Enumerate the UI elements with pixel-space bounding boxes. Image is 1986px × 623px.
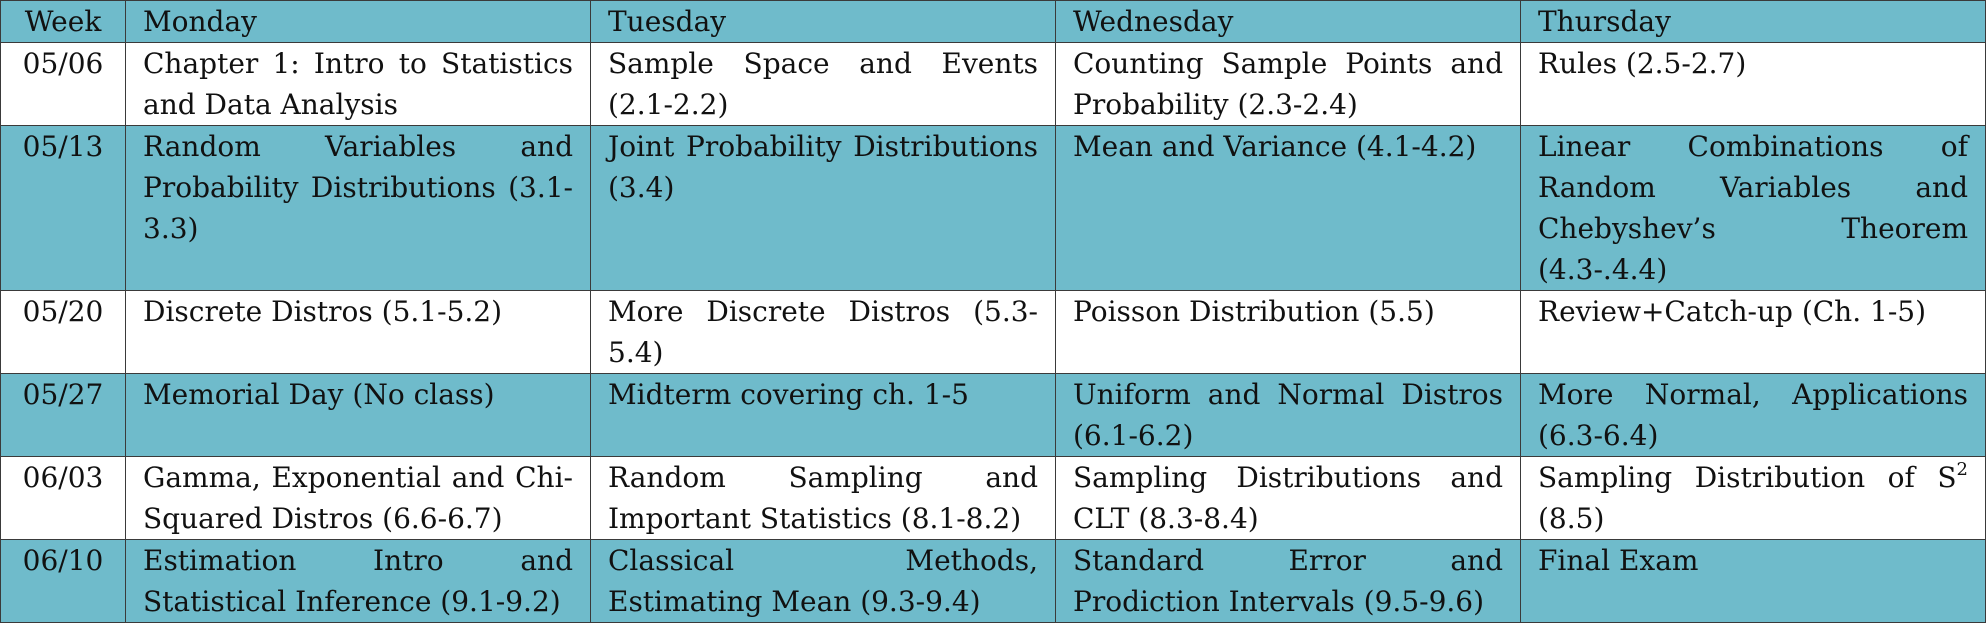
wednesday-cell: Poisson Distribution (5.5)	[1055, 290, 1521, 374]
superscript: 2	[1956, 459, 1968, 480]
header-monday: Monday	[125, 0, 591, 43]
monday-cell: Discrete Distros (5.1-5.2)	[125, 290, 591, 374]
tuesday-cell: Sample Space and Events (2.1-2.2)	[590, 42, 1056, 126]
tuesday-cell: Classical Methods, Estimating Mean (9.3-…	[590, 539, 1056, 623]
wednesday-cell: Uniform and Normal Distros (6.1-6.2)	[1055, 373, 1521, 457]
wednesday-cell: Mean and Variance (4.1-4.2)	[1055, 125, 1521, 291]
wednesday-cell: Standard Error and Prodiction Intervals …	[1055, 539, 1521, 623]
thursday-cell: Linear Combinations of Random Variables …	[1520, 125, 1986, 291]
thursday-text-prefix: Sampling Distribution of S	[1538, 461, 1957, 494]
header-week: Week	[0, 0, 126, 43]
monday-cell: Memorial Day (No class)	[125, 373, 591, 457]
wednesday-cell: Sampling Distributions and CLT (8.3-8.4)	[1055, 456, 1521, 540]
table-row: 05/27 Memorial Day (No class) Midterm co…	[0, 373, 1986, 457]
table-row: 05/13 Random Variables and Probability D…	[0, 125, 1986, 291]
thursday-text-suffix: (8.5)	[1538, 502, 1605, 535]
week-cell: 05/27	[0, 373, 126, 457]
monday-cell: Random Variables and Probability Distrib…	[125, 125, 591, 291]
monday-cell: Chapter 1: Intro to Statistics and Data …	[125, 42, 591, 126]
tuesday-cell: Midterm covering ch. 1-5	[590, 373, 1056, 457]
table-row: 05/06 Chapter 1: Intro to Statistics and…	[0, 42, 1986, 126]
thursday-cell: Rules (2.5-2.7)	[1520, 42, 1986, 126]
tuesday-cell: Random Sampling and Important Statistics…	[590, 456, 1056, 540]
tuesday-cell: Joint Probability Distributions (3.4)	[590, 125, 1056, 291]
week-cell: 06/10	[0, 539, 126, 623]
thursday-cell: Sampling Distribution of S2 (8.5)	[1520, 456, 1986, 540]
week-cell: 05/13	[0, 125, 126, 291]
monday-cell: Estimation Intro and Statistical Inferen…	[125, 539, 591, 623]
wednesday-cell: Counting Sample Points and Probability (…	[1055, 42, 1521, 126]
thursday-cell: More Normal, Applications (6.3-6.4)	[1520, 373, 1986, 457]
header-tuesday: Tuesday	[590, 0, 1056, 43]
header-wednesday: Wednesday	[1055, 0, 1521, 43]
table-row: 06/03 Gamma, Exponential and Chi-Squared…	[0, 456, 1986, 540]
week-cell: 05/20	[0, 290, 126, 374]
header-thursday: Thursday	[1520, 0, 1986, 43]
thursday-cell: Review+Catch-up (Ch. 1-5)	[1520, 290, 1986, 374]
week-cell: 05/06	[0, 42, 126, 126]
tuesday-cell: More Discrete Distros (5.3-5.4)	[590, 290, 1056, 374]
table-row: 06/10 Estimation Intro and Statistical I…	[0, 539, 1986, 623]
thursday-cell: Final Exam	[1520, 539, 1986, 623]
header-row: Week Monday Tuesday Wednesday Thursday	[0, 0, 1986, 43]
week-cell: 06/03	[0, 456, 126, 540]
table-row: 05/20 Discrete Distros (5.1-5.2) More Di…	[0, 290, 1986, 374]
monday-cell: Gamma, Exponential and Chi-Squared Distr…	[125, 456, 591, 540]
